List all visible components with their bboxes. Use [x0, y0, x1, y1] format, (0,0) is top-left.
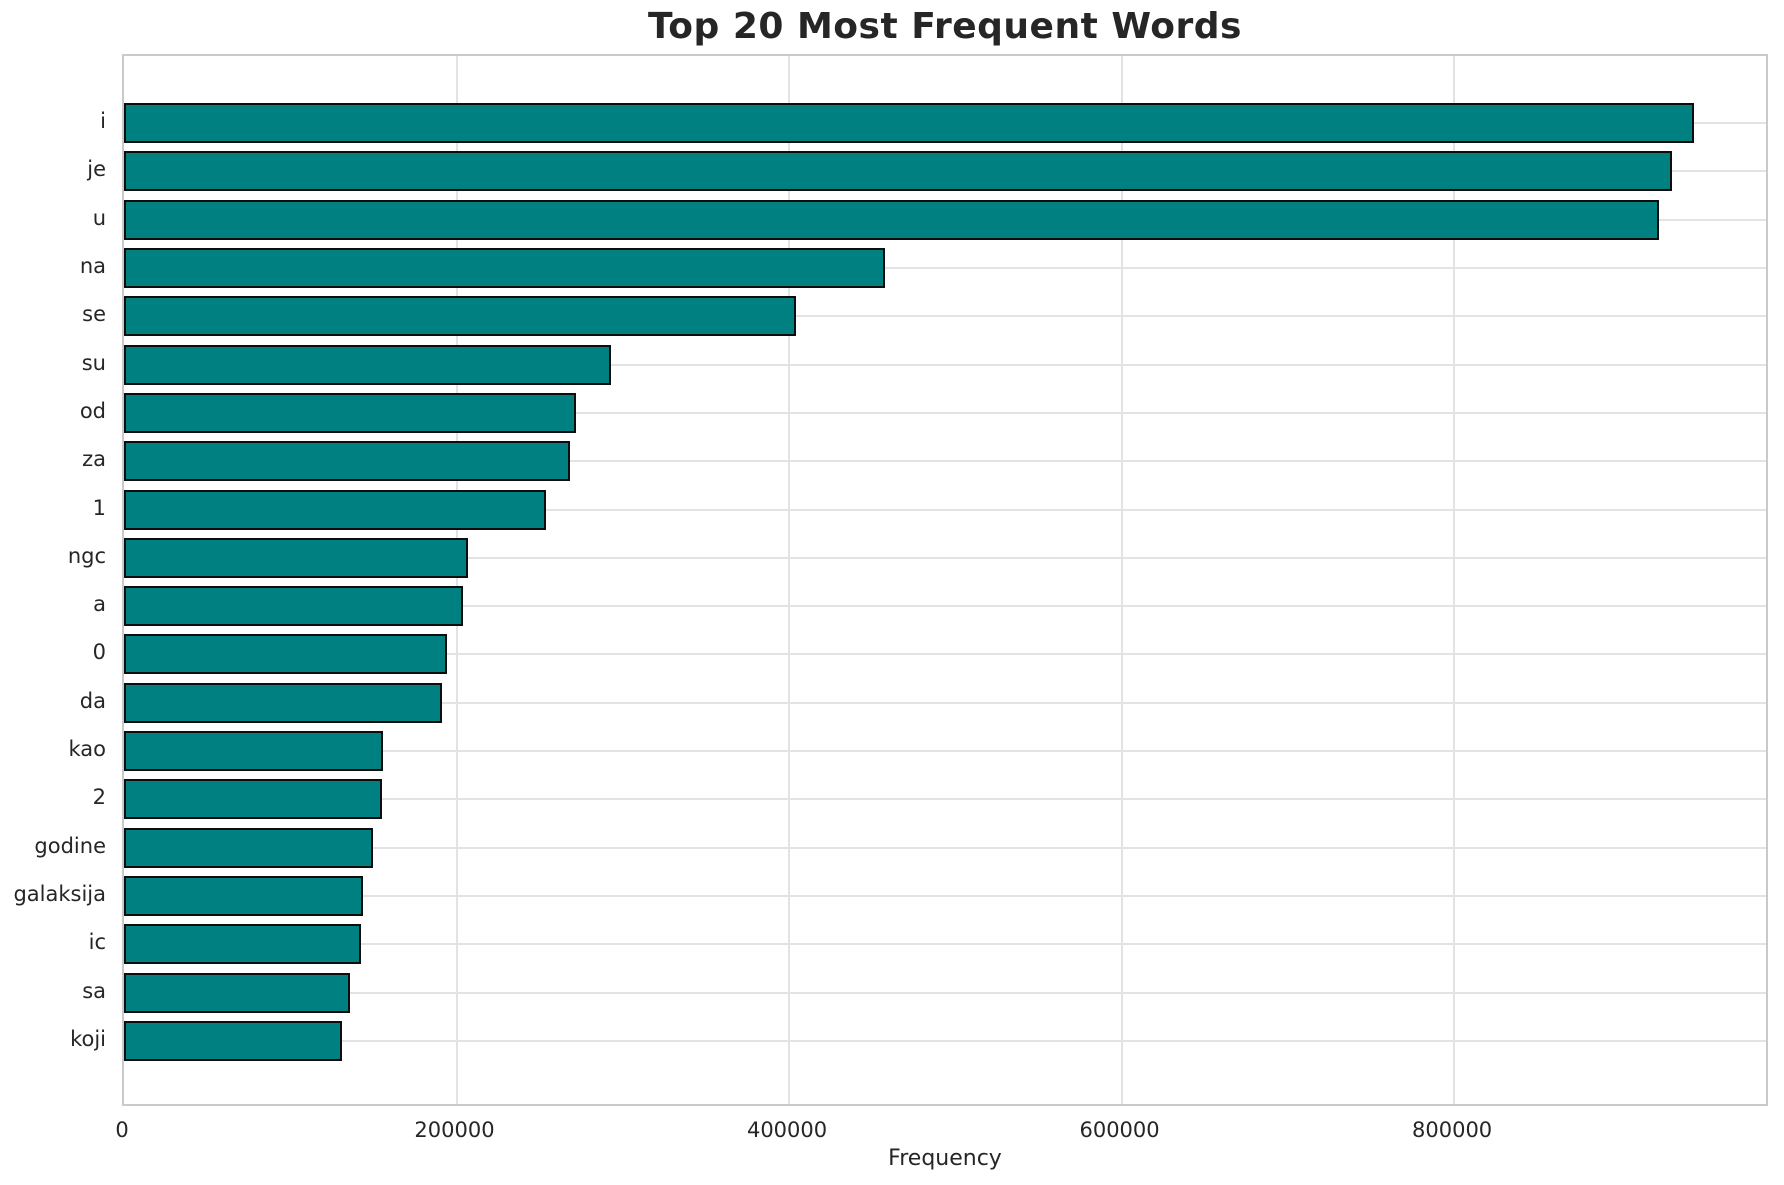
y-axis: i je u na se su od za 1 ngc a 0 da kao 2 godine galaksij… [0, 54, 106, 1106]
y-tick-label-na: na [79, 253, 106, 278]
gridline-vertical [455, 56, 458, 1104]
gridline-horizontal [124, 266, 1766, 269]
x-tick-label-200000: 200000 [414, 1118, 495, 1142]
bar-a [124, 586, 464, 627]
bar-sa [124, 972, 351, 1013]
gridline-horizontal [124, 943, 1766, 946]
bar-koji [124, 1021, 343, 1061]
y-tick-label-a: a [93, 592, 106, 617]
bar-da [124, 682, 442, 723]
bar-na [124, 247, 886, 288]
x-tick-label-600000: 600000 [1079, 1118, 1160, 1142]
bar-ic [124, 924, 362, 965]
bar-u [124, 199, 1659, 240]
y-tick-label-se: se [82, 302, 106, 327]
y-tick-label-su: su [81, 350, 106, 375]
gridline-vertical [1120, 56, 1123, 1104]
gridline-vertical [788, 56, 791, 1104]
gridline-horizontal [124, 750, 1766, 753]
y-tick-label-2: 2 [92, 785, 106, 810]
x-axis: 0 200000 400000 600000 800000 [115, 1106, 1768, 1156]
gridline-horizontal [124, 411, 1766, 414]
y-tick-label-sa: sa [82, 978, 106, 1003]
x-tick-label-800000: 800000 [1412, 1118, 1493, 1142]
gridline-horizontal [124, 363, 1766, 366]
y-tick-label-za: za [82, 447, 106, 472]
bar-od [124, 392, 577, 433]
gridline-horizontal [124, 991, 1766, 994]
bar-ngc [124, 537, 469, 578]
y-tick-label-je: je [87, 157, 106, 182]
bar-2 [124, 779, 382, 820]
gridline-horizontal [124, 895, 1766, 898]
gridline-horizontal [124, 701, 1766, 704]
gridline-horizontal [124, 846, 1766, 849]
gridline-horizontal [124, 653, 1766, 656]
gridline-horizontal [124, 605, 1766, 608]
bar-0 [124, 634, 447, 675]
bar-godine [124, 827, 374, 868]
bar-1 [124, 489, 547, 530]
y-tick-label-ngc: ngc [67, 543, 106, 568]
y-tick-label-od: od [79, 398, 106, 423]
chart-title: Top 20 Most Frequent Words [648, 6, 1242, 47]
y-tick-label-galaksija: galaksija [13, 882, 106, 907]
y-tick-label-da: da [79, 688, 106, 713]
bar-se [124, 296, 796, 337]
y-tick-label-godine: godine [34, 833, 106, 858]
y-tick-label-kao: kao [68, 737, 106, 762]
bar-su [124, 344, 612, 385]
y-tick-label-koji: koji [70, 1027, 106, 1051]
bar-galaksija [124, 876, 363, 917]
gridline-horizontal [124, 556, 1766, 559]
gridline-horizontal [124, 460, 1766, 463]
y-tick-label-1: 1 [92, 495, 106, 520]
gridline-horizontal [124, 315, 1766, 318]
y-tick-label-u: u [92, 205, 106, 230]
bar-je [124, 151, 1672, 192]
bar-za [124, 441, 570, 482]
bar-kao [124, 731, 383, 772]
y-tick-label-0: 0 [92, 640, 106, 665]
gridline-horizontal [124, 798, 1766, 801]
bar-i [124, 103, 1694, 143]
gridline-vertical [1453, 56, 1456, 1104]
plot-area [122, 54, 1768, 1106]
x-axis-title: Frequency [888, 1146, 1002, 1171]
gridline-horizontal [124, 1040, 1766, 1042]
gridline-horizontal [124, 508, 1766, 511]
x-tick-label-0: 0 [115, 1118, 129, 1142]
x-tick-label-400000: 400000 [746, 1118, 828, 1142]
y-tick-label-ic: ic [88, 930, 106, 955]
y-tick-label-i: i [100, 109, 106, 133]
